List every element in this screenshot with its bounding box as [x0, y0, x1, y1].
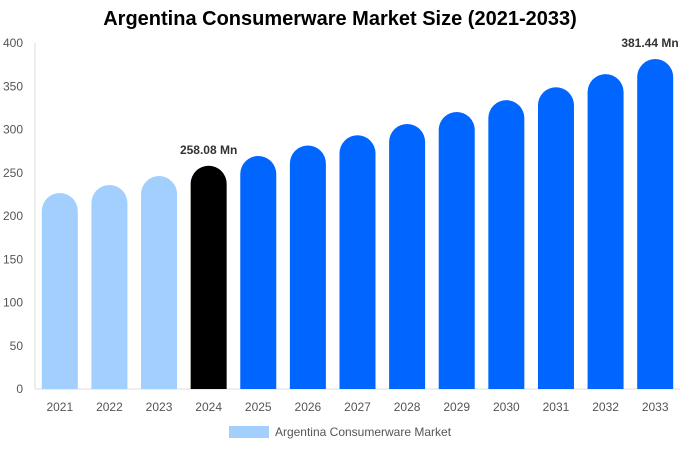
chart-title: Argentina Consumerware Market Size (2021…	[103, 8, 577, 30]
bar-2033[interactable]	[637, 59, 674, 390]
x-tick-label: 2024	[195, 400, 222, 414]
x-tick-label: 2023	[146, 400, 173, 414]
bar-2028[interactable]	[389, 123, 426, 390]
bar-2032[interactable]	[587, 74, 624, 389]
legend-label: Argentina Consumerware Market	[274, 425, 452, 439]
y-tick-label: 100	[3, 296, 23, 310]
bar-2023[interactable]	[141, 176, 178, 389]
legend[interactable]: Argentina Consumerware Market	[0, 425, 680, 439]
x-tick-label: 2022	[96, 400, 123, 414]
x-tick-label: 2027	[344, 400, 371, 414]
x-tick-label: 2031	[543, 400, 570, 414]
y-tick-label: 0	[16, 382, 23, 396]
y-tick-label: 50	[10, 339, 24, 353]
data-label: 381.44 Mn	[621, 36, 678, 50]
x-tick-label: 2033	[642, 400, 669, 414]
data-label: 258.08 Mn	[180, 143, 237, 157]
x-tick-label: 2029	[443, 400, 470, 414]
x-tick-label: 2032	[592, 400, 619, 414]
y-tick-label: 200	[3, 209, 23, 223]
bar-2027[interactable]	[339, 135, 376, 389]
y-tick-label: 300	[3, 123, 23, 137]
y-tick-label: 250	[3, 166, 23, 180]
x-tick-label: 2026	[295, 400, 322, 414]
legend-swatch	[228, 426, 269, 438]
x-tick-label: 2021	[46, 400, 73, 414]
bar-2026[interactable]	[289, 145, 326, 389]
x-tick-label: 2025	[245, 400, 272, 414]
bar-2029[interactable]	[438, 112, 475, 390]
y-tick-label: 350	[3, 79, 23, 93]
x-tick-label: 2028	[394, 400, 421, 414]
bar-2030[interactable]	[488, 100, 525, 389]
bar-2025[interactable]	[240, 155, 277, 389]
bar-2022[interactable]	[91, 185, 128, 389]
bar-2031[interactable]	[537, 87, 574, 390]
bar-2021[interactable]	[41, 192, 78, 389]
y-tick-label: 150	[3, 252, 23, 266]
x-tick-label: 2030	[493, 400, 520, 414]
y-tick-label: 400	[3, 36, 23, 50]
bar-2024[interactable]	[190, 165, 227, 389]
